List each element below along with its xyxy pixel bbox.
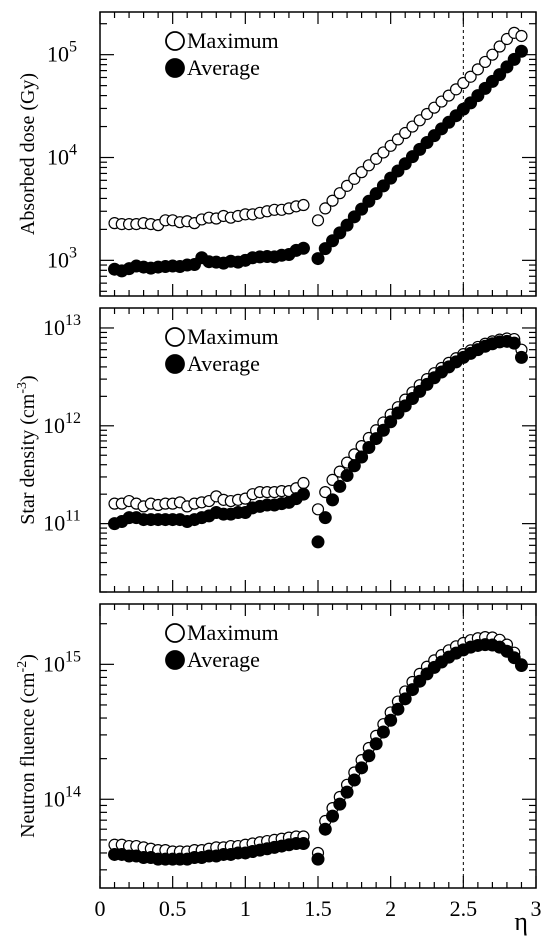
maximum-point [326, 194, 339, 207]
maximum-point [311, 503, 325, 516]
maximum-point [297, 198, 310, 212]
average-point [507, 52, 521, 66]
legend-label: Average [187, 351, 260, 376]
legend-label: Average [187, 55, 260, 80]
x-tick-label: 1.5 [304, 896, 332, 921]
average-point [340, 785, 354, 799]
y-tick-label: 1013 [43, 312, 81, 340]
y-tick-label: 1014 [43, 783, 81, 811]
legend-label: Maximum [187, 28, 279, 53]
y-tick-label: 1015 [43, 648, 81, 676]
maximum-point [319, 486, 332, 499]
average-point [398, 692, 412, 706]
average-point [311, 535, 325, 549]
average-point [333, 479, 347, 493]
average-point [369, 737, 383, 751]
x-axis-label: η [514, 907, 528, 936]
y-tick-label: 1012 [43, 410, 81, 438]
maximum-point [319, 202, 332, 215]
average-point [514, 44, 528, 58]
y-tick-label: 104 [47, 142, 77, 170]
panel-2: 1011 1012 1013 Star density (cm-3) MaximumAv… [15, 307, 537, 593]
average-point [507, 336, 521, 350]
maximum-point [464, 70, 477, 83]
legend-open-circle-icon [165, 31, 185, 51]
legend-filled-circle-icon [165, 354, 185, 374]
maximum-point [297, 476, 310, 490]
x-tick-label: 0 [95, 896, 106, 921]
maximum-point [311, 214, 325, 227]
y-axis-label: Neutron fluence (cm-2) [15, 654, 39, 838]
average-point [362, 749, 376, 763]
average-point [318, 822, 332, 836]
average-point [355, 450, 369, 464]
average-point [326, 809, 340, 823]
maximum-point [479, 55, 492, 69]
y-tick-label: 103 [47, 244, 77, 272]
average-point [369, 432, 383, 446]
average-point [405, 683, 419, 697]
maximum-point [515, 29, 528, 43]
y-tick-label: 105 [47, 39, 77, 67]
y-axis-label: Star density (cm-3) [15, 375, 39, 524]
legend-filled-circle-icon [165, 58, 185, 78]
y-tick-label: 1011 [43, 508, 80, 536]
maximum-point [471, 63, 484, 76]
legend-label: Maximum [187, 620, 279, 645]
average-point [347, 459, 361, 473]
legend-filled-circle-icon [165, 650, 185, 670]
legend-label: Maximum [187, 324, 279, 349]
average-point [340, 218, 354, 232]
average-point [311, 852, 325, 866]
average-point [318, 511, 332, 525]
average-point [333, 797, 347, 811]
average-point [514, 659, 528, 673]
average-point [296, 487, 310, 501]
x-tick-label: 2.5 [450, 896, 478, 921]
panel-1: 103 104 105 Absorbed dose (Gy) MaximumAverag… [17, 11, 537, 297]
x-tick-label: 2 [385, 896, 396, 921]
average-point [355, 761, 369, 775]
legend-open-circle-icon [165, 327, 185, 347]
average-point [384, 415, 398, 429]
average-point [311, 252, 325, 266]
legend-label: Average [187, 647, 260, 672]
average-point [391, 702, 405, 716]
x-tick-label: 1 [240, 896, 251, 921]
maximum-point [340, 179, 354, 192]
legend-open-circle-icon [165, 623, 185, 643]
average-point [296, 837, 310, 851]
x-tick-label: 3 [531, 896, 542, 921]
average-point [384, 713, 398, 727]
maximum-point [493, 40, 506, 53]
maximum-point [486, 48, 499, 61]
average-point [376, 423, 390, 437]
average-point [362, 440, 376, 454]
average-point [340, 469, 354, 483]
y-axis-label: Absorbed dose (Gy) [17, 73, 39, 235]
average-point [347, 773, 361, 787]
x-tick-label: 0.5 [159, 896, 187, 921]
maximum-point [333, 187, 346, 200]
average-point [296, 241, 310, 255]
average-point [376, 725, 390, 739]
average-point [514, 350, 528, 364]
average-point [326, 493, 340, 507]
maximum-point [355, 166, 368, 179]
